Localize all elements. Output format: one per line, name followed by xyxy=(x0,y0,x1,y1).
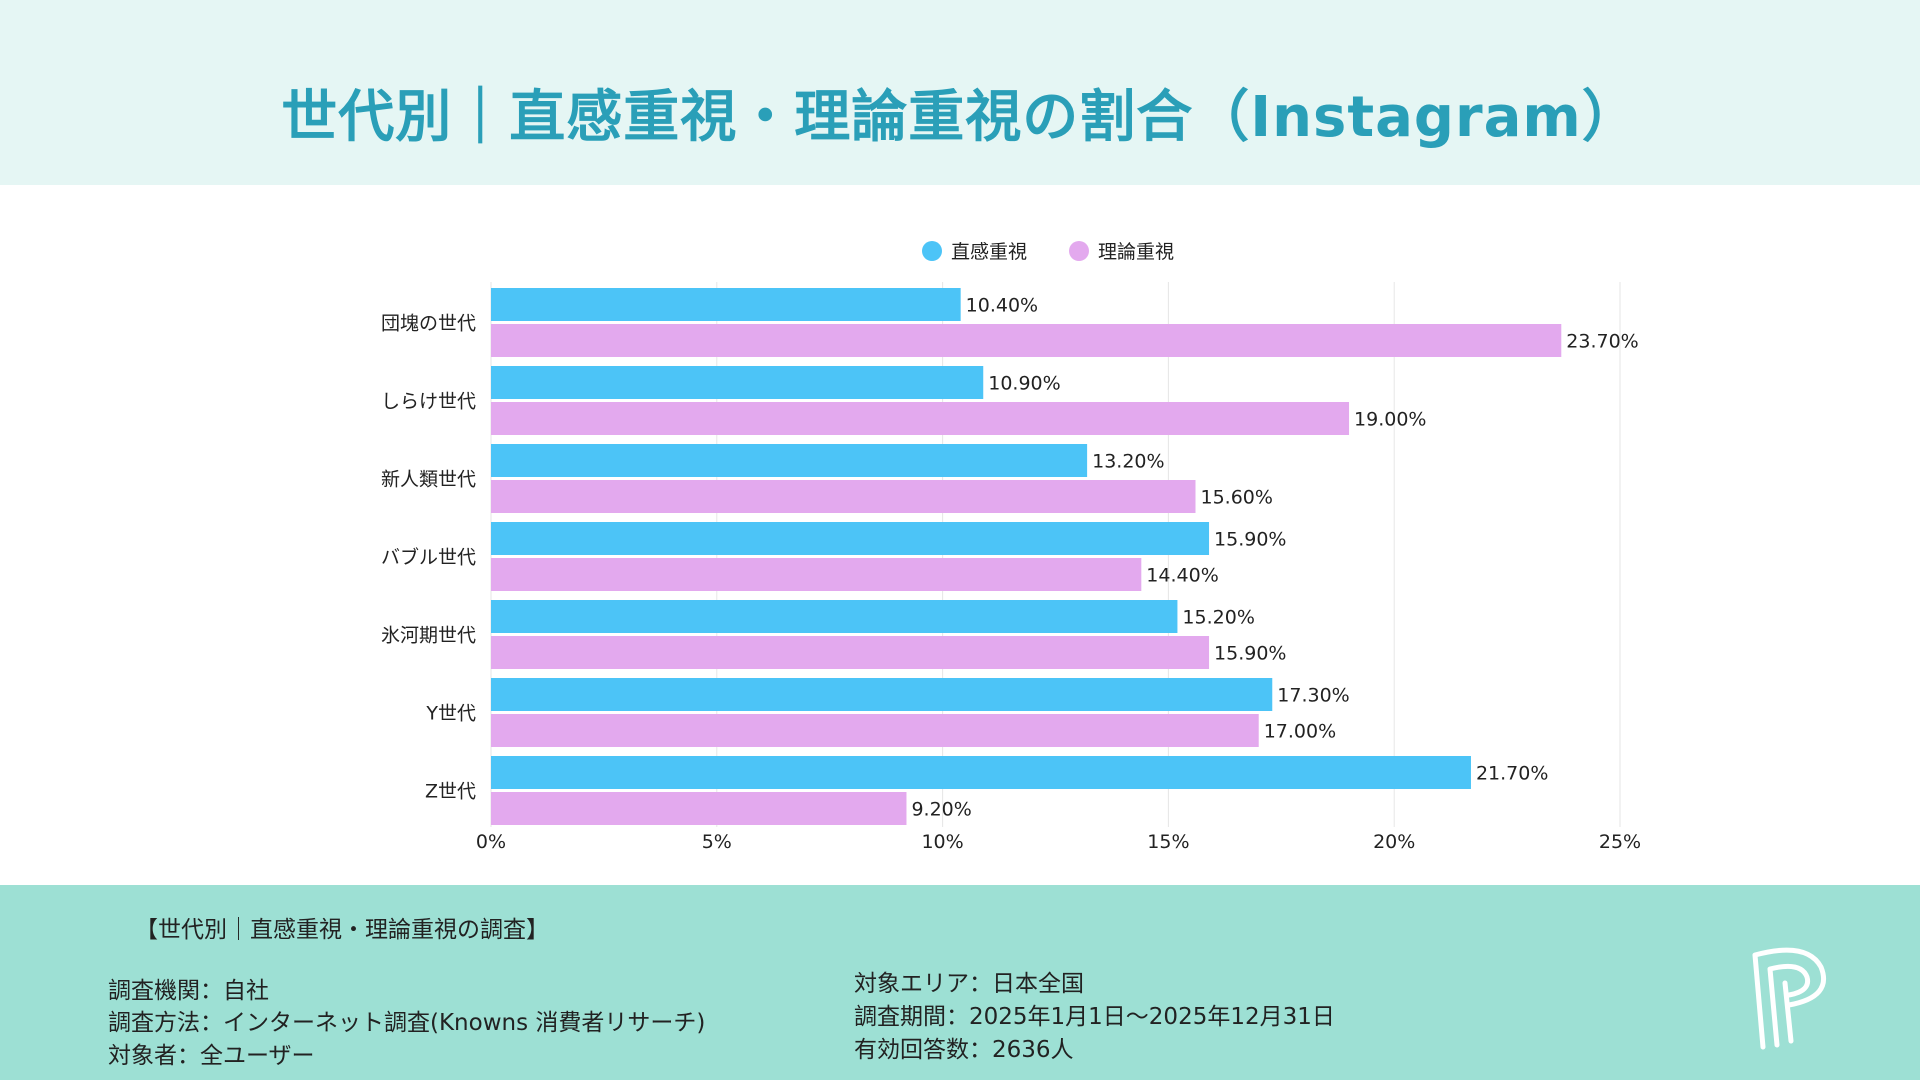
category-label: しらけ世代 xyxy=(381,391,476,413)
data-label: 9.20% xyxy=(911,799,971,821)
x-tick-label: 15% xyxy=(1147,831,1189,853)
bar xyxy=(491,678,1273,711)
data-label: 15.20% xyxy=(1182,607,1254,629)
data-label: 21.70% xyxy=(1476,763,1548,785)
category-label: 氷河期世代 xyxy=(381,625,476,647)
x-tick-label: 5% xyxy=(702,831,732,853)
category-label: バブル世代 xyxy=(381,546,476,569)
data-label: 19.00% xyxy=(1354,409,1426,431)
x-tick-label: 0% xyxy=(476,831,506,853)
data-label: 14.40% xyxy=(1146,565,1218,587)
category-label: Y世代 xyxy=(425,703,476,725)
bar xyxy=(491,636,1210,669)
bar xyxy=(491,792,907,825)
header-band: 世代別｜直感重視・理論重視の割合（Instagram） xyxy=(0,0,1920,185)
x-tick-label: 10% xyxy=(921,831,963,853)
legend-label: 直感重視 xyxy=(951,241,1027,263)
bar xyxy=(491,402,1350,435)
category-label: Z世代 xyxy=(425,781,476,803)
category-label: 団塊の世代 xyxy=(381,313,476,335)
survey-org: 調査機関：自社 xyxy=(108,978,269,1004)
bar xyxy=(491,480,1196,513)
page-title: 世代別｜直感重視・理論重視の割合（Instagram） xyxy=(281,85,1639,150)
legend-label: 理論重視 xyxy=(1098,241,1174,263)
x-tick-label: 25% xyxy=(1599,831,1641,853)
data-label: 17.30% xyxy=(1277,685,1349,707)
p-logo-icon xyxy=(1752,947,1827,1050)
legend-marker xyxy=(922,241,942,261)
bar xyxy=(491,600,1178,633)
bar xyxy=(491,522,1210,555)
data-label: 10.40% xyxy=(966,295,1038,317)
data-label: 15.90% xyxy=(1214,529,1286,551)
survey-responses: 有効回答数：2636人 xyxy=(854,1037,1074,1063)
survey-area: 対象エリア：日本全国 xyxy=(854,971,1084,997)
legend-marker xyxy=(1069,241,1089,261)
data-label: 23.70% xyxy=(1566,331,1638,353)
bar xyxy=(491,288,961,321)
data-label: 13.20% xyxy=(1092,451,1164,473)
survey-method: 調査方法：インターネット調査(Knowns 消費者リサーチ) xyxy=(108,1010,706,1036)
data-label: 10.90% xyxy=(988,373,1060,395)
bar xyxy=(491,558,1142,591)
x-tick-label: 20% xyxy=(1373,831,1415,853)
category-label: 新人類世代 xyxy=(381,469,476,491)
bar xyxy=(491,366,984,399)
bar xyxy=(491,444,1088,477)
bar xyxy=(491,324,1562,357)
bar xyxy=(491,756,1471,789)
data-label: 15.60% xyxy=(1200,487,1272,509)
bar-chart: 0% 5% 10% 15% 20% 25% 10.40% 23.70% 団塊の世代 10.90% 1… xyxy=(381,241,1641,853)
survey-heading: 【世代別｜直感重視・理論重視の調査】 xyxy=(135,917,549,943)
bar xyxy=(491,714,1259,747)
survey-period: 調査期間：2025年1月1日〜2025年12月31日 xyxy=(854,1004,1335,1030)
data-label: 17.00% xyxy=(1264,721,1336,743)
survey-target: 対象者：全ユーザー xyxy=(108,1043,315,1069)
survey-footer: 【世代別｜直感重視・理論重視の調査】 調査機関：自社 調査方法：インターネット調… xyxy=(0,885,1920,1080)
data-label: 15.90% xyxy=(1214,643,1286,665)
